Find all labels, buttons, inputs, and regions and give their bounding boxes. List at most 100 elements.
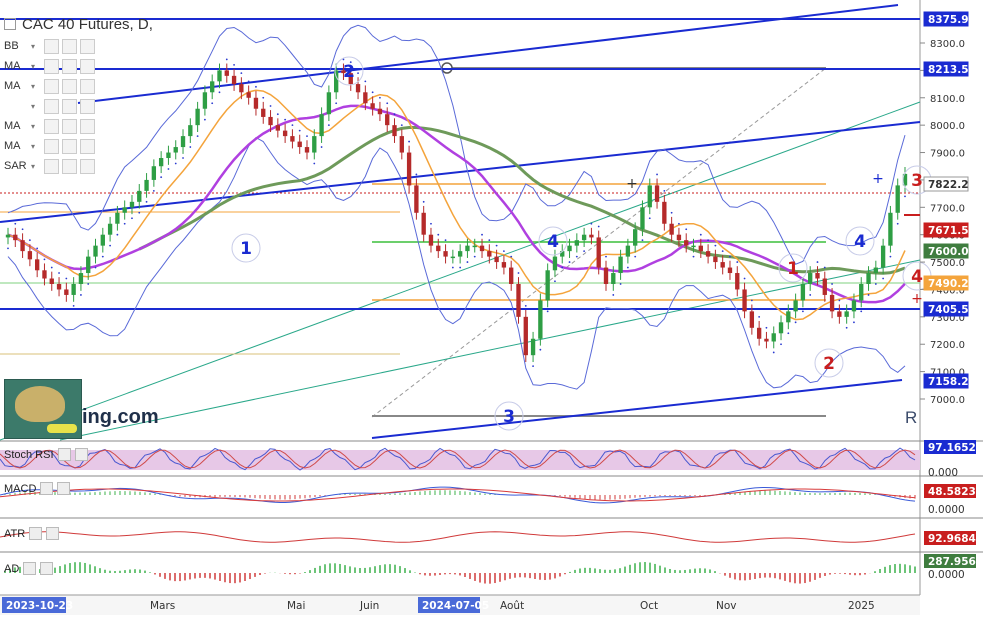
sar-dot	[357, 72, 359, 75]
time-tick-label: Août	[500, 600, 524, 612]
candle-body	[735, 273, 740, 290]
sar-dot	[678, 222, 680, 225]
close-icon[interactable]	[80, 138, 95, 154]
candle-body	[501, 262, 507, 268]
wave-label-ring	[494, 401, 524, 431]
indicator-row[interactable]: MA ▾	[4, 116, 124, 136]
candle-body	[363, 92, 368, 104]
close-icon[interactable]	[80, 118, 95, 134]
sar-dot	[284, 118, 287, 121]
candle-body	[844, 311, 849, 317]
wave-label: 4	[547, 232, 559, 252]
time-tick-label: Juin	[359, 600, 379, 612]
settings-icon[interactable]	[62, 158, 77, 174]
candle-body	[406, 152, 412, 186]
candle-body	[399, 136, 404, 153]
collapse-arrow-icon[interactable]: ▾	[31, 41, 36, 51]
eye-icon[interactable]	[44, 58, 59, 74]
indicator-row[interactable]: BB ▾	[4, 36, 124, 56]
candle-body	[49, 278, 54, 284]
sar-dot	[656, 173, 658, 176]
candle-body	[392, 125, 397, 137]
candle-body	[509, 267, 514, 284]
candle-body	[895, 185, 900, 213]
settings-icon[interactable]	[62, 118, 77, 134]
close-icon[interactable]	[80, 98, 95, 114]
price-tag-box	[923, 301, 969, 317]
time-tick-label: Mars	[150, 600, 175, 612]
collapse-arrow-icon[interactable]: ▾	[31, 141, 36, 151]
sar-dot	[262, 96, 265, 99]
eye-icon[interactable]	[44, 78, 59, 94]
candle-body	[800, 283, 806, 301]
candle-body	[334, 70, 339, 93]
close-icon[interactable]	[40, 562, 54, 575]
collapse-arrow-icon[interactable]: ▾	[31, 121, 36, 131]
collapse-arrow-icon[interactable]: ▾	[31, 61, 36, 71]
close-icon[interactable]	[57, 482, 71, 495]
settings-icon[interactable]	[62, 138, 77, 154]
settings-icon[interactable]	[62, 58, 77, 74]
candle-body	[35, 259, 40, 271]
settings-icon[interactable]	[29, 527, 43, 540]
candle-body	[603, 267, 609, 284]
corner-letter[interactable]: R	[905, 408, 918, 427]
settings-icon[interactable]	[62, 78, 77, 94]
candle-body	[472, 245, 477, 248]
sar-dot	[204, 118, 206, 121]
indicator-row[interactable]: MA ▾	[4, 76, 124, 96]
eye-icon[interactable]	[44, 38, 59, 54]
collapse-arrow-icon[interactable]: ▾	[31, 101, 36, 111]
close-icon[interactable]	[80, 78, 95, 94]
sar-dot	[240, 72, 243, 75]
close-icon[interactable]	[80, 58, 95, 74]
close-icon[interactable]	[80, 38, 95, 54]
candle-body	[385, 114, 390, 126]
indicator-row[interactable]: MA ▾	[4, 136, 124, 156]
time-tick-label: Oct	[640, 600, 658, 612]
candle-body	[151, 166, 157, 180]
indicator-row[interactable]: MA ▾	[4, 56, 124, 76]
candle-body	[465, 245, 470, 252]
close-icon[interactable]	[74, 448, 88, 461]
plus-marker: +	[872, 171, 884, 187]
sar-dot	[50, 266, 53, 269]
collapse-arrow-icon[interactable]: ▾	[31, 161, 36, 171]
sar-dot	[276, 113, 279, 116]
candle-body	[239, 84, 244, 93]
sar-dot	[575, 255, 578, 258]
eye-icon[interactable]	[44, 98, 59, 114]
settings-icon[interactable]	[57, 448, 71, 461]
sar-dot	[422, 200, 425, 203]
candle-body	[326, 92, 332, 115]
eye-icon[interactable]	[44, 118, 59, 134]
settings-icon[interactable]	[62, 98, 77, 114]
candle-body	[42, 270, 47, 279]
close-icon[interactable]	[46, 527, 60, 540]
settings-icon[interactable]	[40, 482, 54, 495]
indicator-row[interactable]: SAR ▾	[4, 156, 124, 176]
bollinger-upper	[7, 24, 906, 265]
indicator-label: MA	[4, 80, 21, 92]
eye-icon[interactable]	[44, 158, 59, 174]
sar-dot	[896, 222, 899, 225]
candle-body	[173, 147, 178, 153]
chart-menu-icon[interactable]	[4, 18, 16, 30]
bollinger-lower	[7, 136, 906, 390]
settings-icon[interactable]	[23, 562, 37, 575]
eye-icon[interactable]	[44, 138, 59, 154]
candle-body	[880, 245, 886, 268]
collapse-arrow-icon[interactable]: ▾	[31, 81, 36, 91]
settings-icon[interactable]	[62, 38, 77, 54]
close-icon[interactable]	[80, 158, 95, 174]
time-tick-label: Mai	[287, 600, 305, 612]
sub-tick-box	[924, 484, 976, 498]
chart-title: CAC 40 Futures, D,	[22, 15, 153, 33]
candle-body	[421, 212, 426, 235]
logo-badge	[47, 424, 77, 433]
indicator-row[interactable]: ▾	[4, 96, 124, 116]
candle-body	[268, 116, 273, 126]
wave-label: 1	[240, 239, 252, 259]
